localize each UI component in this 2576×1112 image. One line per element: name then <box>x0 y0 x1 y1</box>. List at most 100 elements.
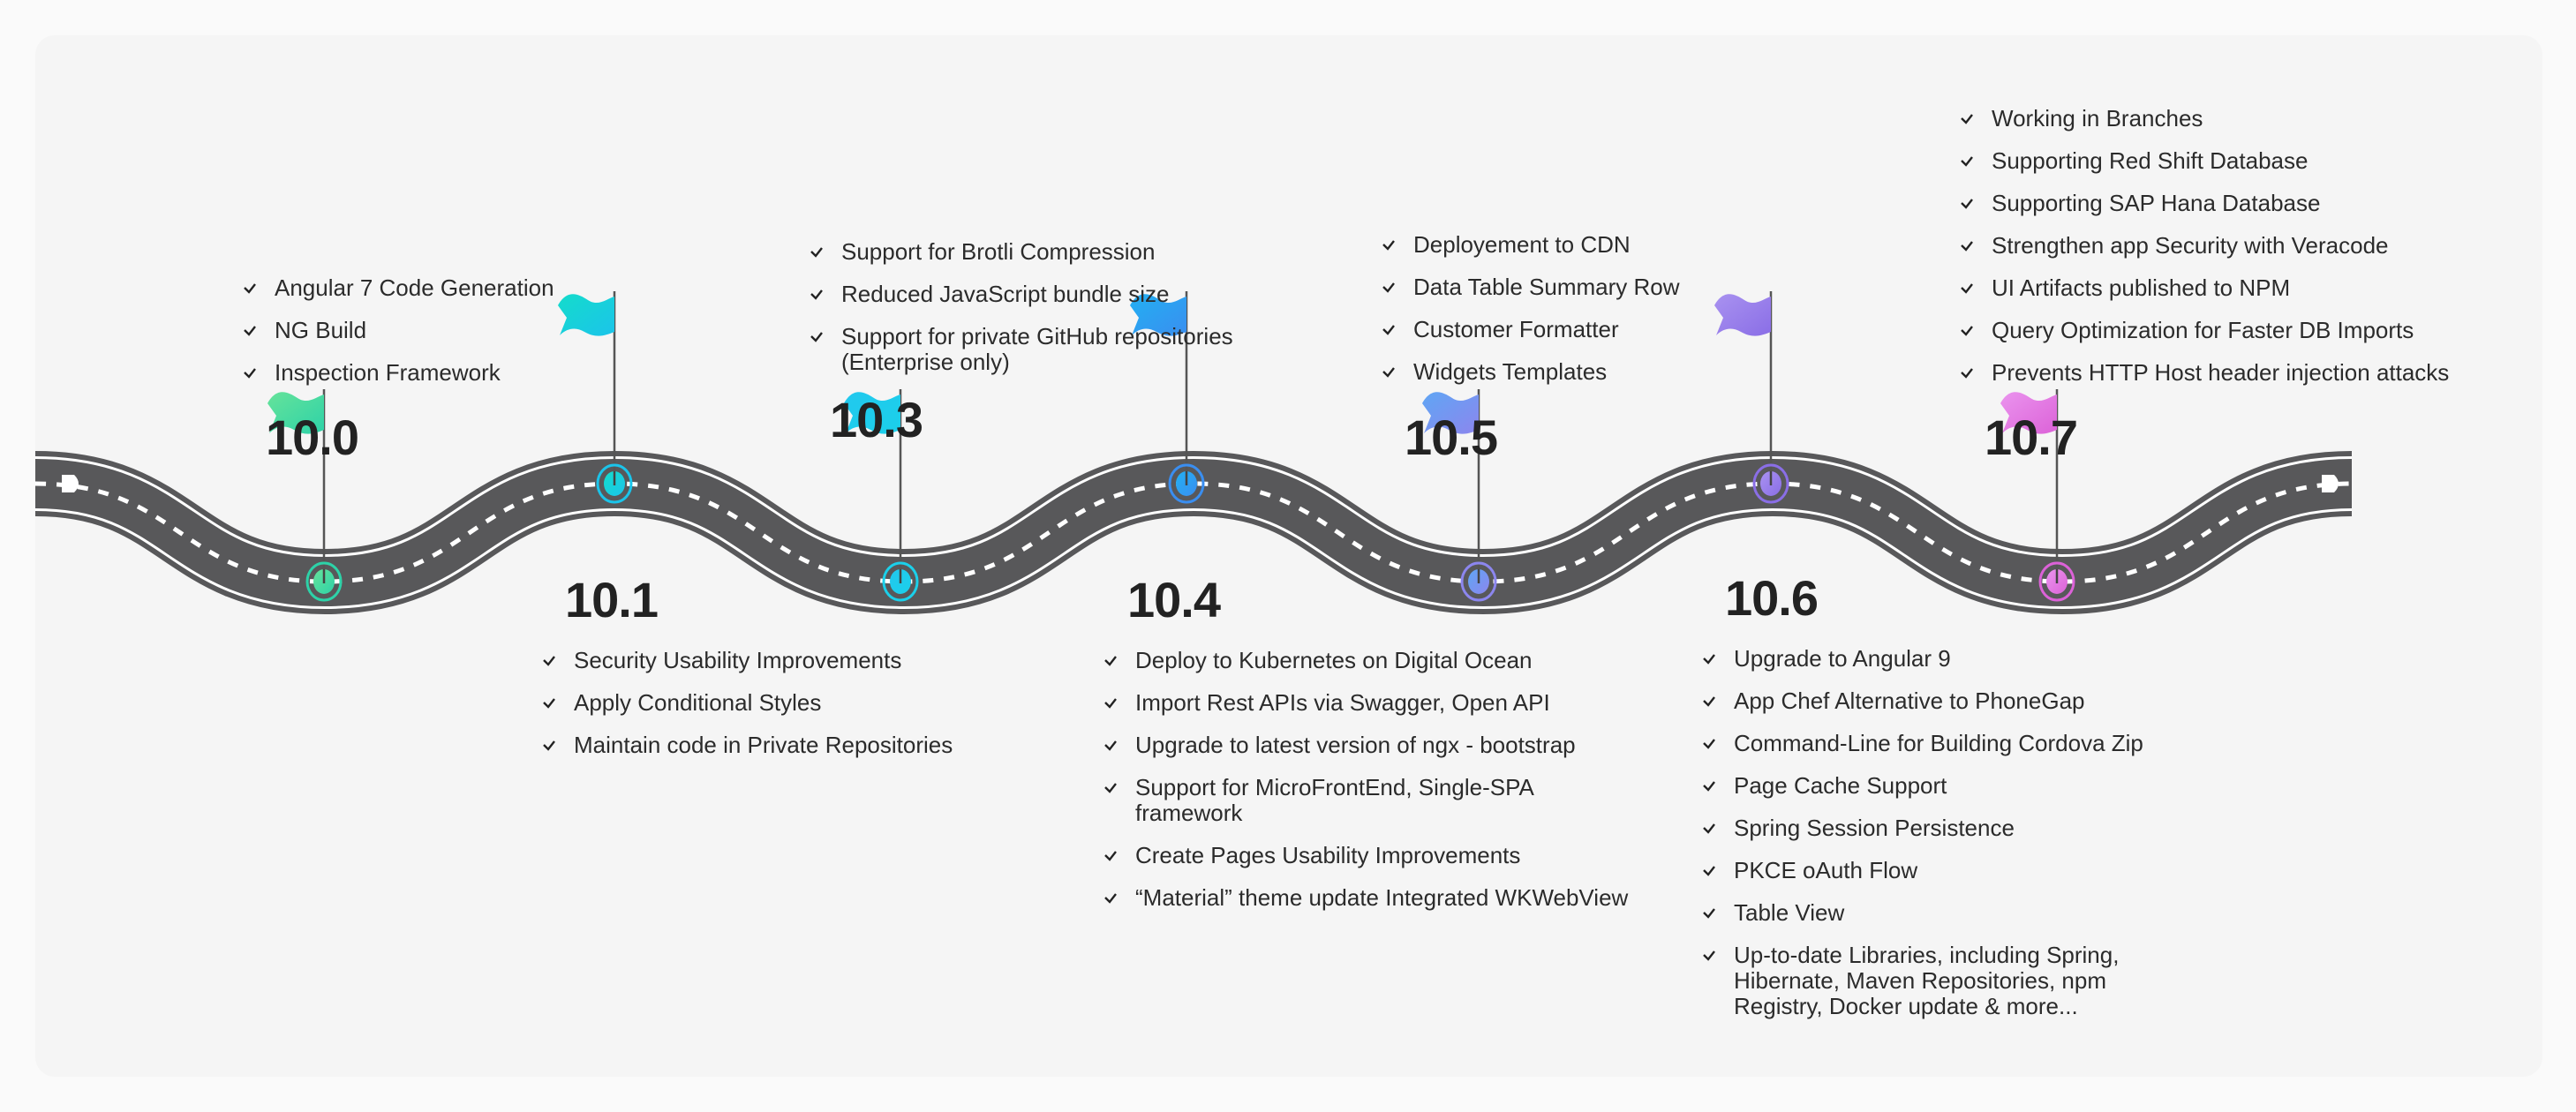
feature-text: Command-Line for Building Cordova Zip <box>1734 730 2143 756</box>
feature-text: Reduced JavaScript bundle size <box>841 281 1170 307</box>
feature-text: Spring Session Persistence <box>1734 815 2015 841</box>
feature-item: Import Rest APIs via Swagger, Open API <box>1103 690 1633 716</box>
feature-text: Upgrade to latest version of ngx - boots… <box>1135 732 1576 758</box>
marker-ring <box>2038 561 2075 602</box>
feature-text: App Chef Alternative to PhoneGap <box>1734 687 2085 714</box>
feature-item: Apply Conditional Styles <box>542 690 1036 716</box>
check-icon <box>1382 282 1395 293</box>
feature-text: Up-to-date Libraries, including Spring, … <box>1734 942 2120 1019</box>
feature-text: Strengthen app Security with Veracode <box>1992 232 2389 259</box>
check-icon <box>1104 698 1117 709</box>
feature-text: Import Rest APIs via Swagger, Open API <box>1135 689 1550 716</box>
feature-item: Supporting SAP Hana Database <box>1960 191 2525 216</box>
feature-text: Widgets Templates <box>1413 358 1608 385</box>
feature-item: Deploy to Kubernetes on Digital Ocean <box>1103 648 1633 673</box>
feature-item: Angular 7 Code Generation <box>243 275 649 301</box>
feature-item: Strengthen app Security with Veracode <box>1960 233 2525 259</box>
version-label: 10.3 <box>830 392 923 447</box>
check-icon <box>1104 893 1117 904</box>
feature-text: Maintain code in Private Repositories <box>574 732 953 758</box>
feature-text: Working in Branches <box>1992 105 2203 131</box>
feature-item: Support for MicroFrontEnd, Single-SPA fr… <box>1103 775 1633 826</box>
check-icon <box>1961 199 1973 209</box>
check-icon <box>1104 783 1117 793</box>
check-icon <box>1703 866 1715 876</box>
marker-ring <box>1460 561 1497 602</box>
marker-ring <box>305 561 343 602</box>
start-arrow-icon <box>62 475 79 492</box>
feature-list-10.4: Deploy to Kubernetes on Digital Ocean Imp… <box>1103 648 1633 928</box>
feature-text: UI Artifacts published to NPM <box>1992 274 2291 301</box>
marker-ring <box>596 463 633 504</box>
check-icon <box>244 326 256 336</box>
check-icon <box>810 332 823 342</box>
feature-item: Support for private GitHub repositories … <box>810 324 1304 375</box>
check-icon <box>543 656 555 666</box>
feature-item: Upgrade to latest version of ngx - boots… <box>1103 733 1633 758</box>
flag-icon <box>558 294 614 336</box>
flag-icon <box>2000 392 2057 434</box>
feature-text: PKCE oAuth Flow <box>1734 857 1918 883</box>
marker-ring <box>1168 463 1205 504</box>
feature-item: Data Table Summary Row <box>1382 274 1752 300</box>
end-arrow-icon <box>2322 475 2339 492</box>
feature-text: Support for Brotli Compression <box>841 238 1156 265</box>
milestone-marker-10.7 <box>2000 389 2075 602</box>
feature-item: PKCE oAuth Flow <box>1702 858 2196 883</box>
version-label: 10.5 <box>1405 409 1498 465</box>
version-label: 10.0 <box>266 409 359 465</box>
feature-text: Inspection Framework <box>275 359 501 386</box>
feature-item: UI Artifacts published to NPM <box>1960 275 2525 301</box>
feature-item: Table View <box>1702 900 2196 926</box>
feature-item: Maintain code in Private Repositories <box>542 733 1036 758</box>
feature-text: Page Cache Support <box>1734 772 1947 799</box>
feature-text: Customer Formatter <box>1413 316 1619 342</box>
check-icon <box>1703 908 1715 919</box>
feature-item: “Material” theme update Integrated WKWeb… <box>1103 885 1633 911</box>
milestone-marker-10.5 <box>1422 389 1497 602</box>
feature-list-10.6: Upgrade to Angular 9 App Chef Alternative… <box>1702 646 2196 1036</box>
flag-icon <box>267 392 324 434</box>
feature-text: NG Build <box>275 317 367 343</box>
feature-item: Widgets Templates <box>1382 359 1752 385</box>
version-label: 10.1 <box>565 572 659 627</box>
check-icon <box>1382 367 1395 378</box>
check-icon <box>810 247 823 258</box>
feature-item: Upgrade to Angular 9 <box>1702 646 2196 672</box>
feature-list-10.0: Angular 7 Code Generation NG Build Inspect… <box>243 275 649 402</box>
feature-text: Deployement to CDN <box>1413 231 1631 258</box>
feature-item: Working in Branches <box>1960 106 2525 131</box>
milestone-marker-10.3 <box>844 389 919 602</box>
feature-text: Support for private GitHub repositories … <box>841 323 1233 375</box>
marker-ring <box>1752 463 1789 504</box>
feature-item: Create Pages Usability Improvements <box>1103 843 1633 868</box>
feature-item: Support for Brotli Compression <box>810 239 1304 265</box>
check-icon <box>1104 740 1117 751</box>
check-icon <box>1703 823 1715 834</box>
check-icon <box>1961 368 1973 379</box>
feature-text: Support for MicroFrontEnd, Single-SPA fr… <box>1135 774 1533 826</box>
feature-item: Reduced JavaScript bundle size <box>810 282 1304 307</box>
milestone-marker-10.0 <box>267 389 343 602</box>
feature-list-10.1: Security Usability Improvements Apply Con… <box>542 648 1036 775</box>
flag-icon <box>1130 294 1186 336</box>
milestone-marker-10.6 <box>1714 291 1789 504</box>
check-icon <box>1961 283 1973 294</box>
check-icon <box>1961 156 1973 167</box>
check-icon <box>1961 241 1973 252</box>
feature-text: Deploy to Kubernetes on Digital Ocean <box>1135 647 1533 673</box>
marker-ring <box>882 561 919 602</box>
feature-item: Security Usability Improvements <box>542 648 1036 673</box>
check-icon <box>1382 325 1395 335</box>
check-icon <box>1703 739 1715 749</box>
feature-text: Upgrade to Angular 9 <box>1734 645 1951 672</box>
feature-item: Spring Session Persistence <box>1702 815 2196 841</box>
feature-item: Deployement to CDN <box>1382 232 1752 258</box>
check-icon <box>1703 781 1715 792</box>
check-icon <box>1104 851 1117 861</box>
flag-icon <box>1714 294 1771 336</box>
feature-text: Supporting Red Shift Database <box>1992 147 2309 174</box>
check-icon <box>1961 114 1973 124</box>
feature-text: Query Optimization for Faster DB Imports <box>1992 317 2414 343</box>
feature-text: Security Usability Improvements <box>574 647 902 673</box>
